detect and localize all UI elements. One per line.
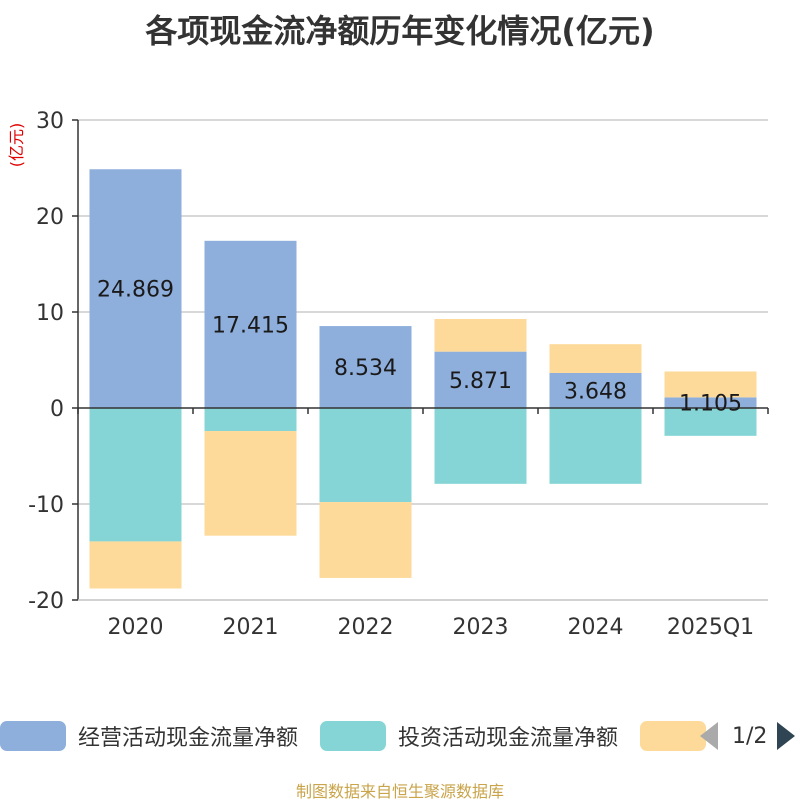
y-tick-label: 0 [50,397,64,422]
chart-title: 各项现金流净额历年变化情况(亿元) [145,12,655,50]
data-label: 3.648 [564,379,627,404]
y-tick-label: 20 [36,205,64,230]
data-label: 8.534 [334,356,397,381]
x-tick-label: 2021 [223,615,279,640]
bar-series-0[interactable] [89,169,182,408]
axes: 30 20 10 0 -10 -20 2020 2021 2022 2023 2024 2025Q1 [28,109,769,640]
data-label: 1.105 [679,392,742,417]
bar-series-0[interactable] [549,372,642,408]
bar-series-2[interactable] [89,541,182,589]
legend-pager: 1/2 [700,716,796,756]
legend-swatch-investing [320,721,386,751]
legend-swatch-financing [640,721,706,751]
bar-series-0[interactable] [664,397,757,408]
bar-series-1[interactable] [549,408,642,484]
legend-item-operating[interactable]: 经营活动现金流量净额 [0,716,298,756]
x-tick-label: 2022 [338,615,394,640]
y-axis-label: (亿元) [7,123,26,168]
data-label: 5.871 [449,369,512,394]
data-labels: 24.869 17.415 8.534 5.871 3.648 1.105 [97,278,742,417]
x-tick-label: 2024 [568,615,624,640]
legend-item-financing[interactable] [640,716,706,756]
x-tick-label: 2020 [108,615,164,640]
bar-series-0[interactable] [319,326,412,408]
bar-series-2[interactable] [204,431,297,536]
bar-series-0[interactable] [434,351,527,408]
bar-series-2[interactable] [664,371,757,398]
bar-series-2[interactable] [434,318,527,352]
legend: 经营活动现金流量净额 投资活动现金流量净额 [0,716,800,756]
y-tick-label: 30 [36,109,64,134]
legend-item-investing[interactable]: 投资活动现金流量净额 [320,716,618,756]
y-tick-label: 10 [36,301,64,326]
grid-lines [78,119,768,601]
x-tick-label: 2023 [453,615,509,640]
pager-prev-icon[interactable] [700,722,718,750]
legend-label-investing: 投资活动现金流量净额 [398,726,619,751]
x-tick-label: 2025Q1 [667,615,754,640]
legend-label-operating: 经营活动现金流量净额 [78,726,299,751]
bar-series-1[interactable] [319,408,412,503]
bar-series-1[interactable] [434,408,527,484]
pager-page-text: 1/2 [732,723,768,749]
bar-series-1[interactable] [664,408,757,436]
pager-next-icon[interactable] [777,722,796,750]
data-label: 24.869 [97,278,174,303]
bar-series-2[interactable] [319,502,412,578]
bar-series-1[interactable] [204,408,297,432]
y-tick-label: -10 [28,493,64,518]
y-tick-label: -20 [28,589,64,614]
bars [89,169,757,589]
legend-swatch-operating [0,721,66,751]
bar-series-0[interactable] [204,240,297,408]
bar-series-1[interactable] [89,408,182,542]
source-footer: 制图数据来自恒生聚源数据库 [295,782,504,801]
data-label: 17.415 [212,313,289,338]
bar-series-2[interactable] [549,344,642,373]
